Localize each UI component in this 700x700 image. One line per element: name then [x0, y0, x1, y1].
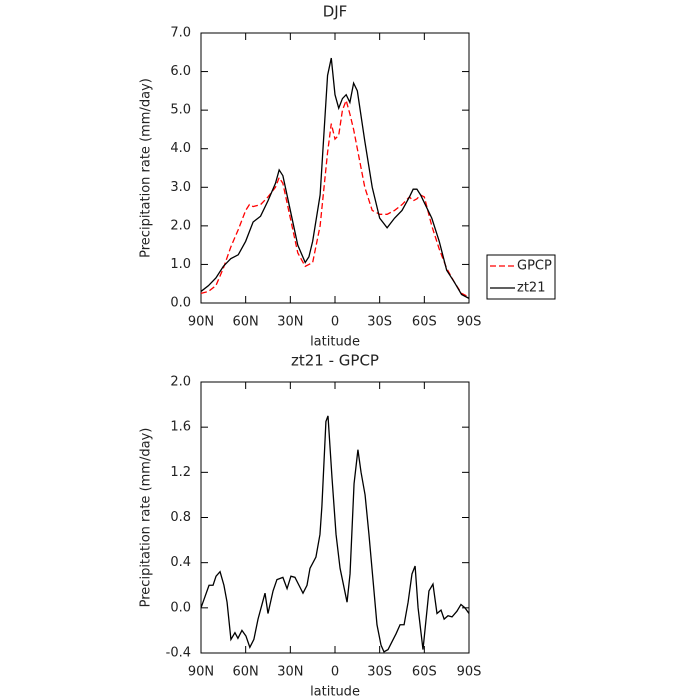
y-tick-label: 0.0: [170, 296, 191, 311]
x-tick-label: 90S: [457, 665, 482, 680]
x-tick-label: 60S: [412, 315, 437, 330]
legend-box: [486, 254, 556, 300]
x-axis-label: latitude: [310, 335, 360, 350]
y-axis-label: Precipitation rate (mm/day): [139, 78, 154, 258]
data-line: [200, 57, 470, 299]
y-tick-label: 5.0: [170, 103, 191, 118]
plot-frame: [200, 32, 470, 304]
x-tick-label: 30N: [277, 665, 303, 680]
x-tick-label: 60S: [412, 665, 437, 680]
x-tick-label: 60N: [233, 315, 259, 330]
y-tick-label: -0.4: [166, 646, 191, 661]
y-tick-label: 7.0: [170, 26, 191, 41]
y-tick-label: 1.0: [170, 257, 191, 272]
legend-label: GPCP: [517, 259, 552, 274]
x-tick-label: 30S: [367, 315, 392, 330]
y-tick-label: 6.0: [170, 64, 191, 79]
y-tick-label: 0.0: [170, 600, 191, 615]
x-tick-label: 60N: [233, 665, 259, 680]
x-tick-label: 90N: [188, 665, 214, 680]
y-tick-label: 1.2: [170, 465, 191, 480]
y-tick-label: 1.6: [170, 420, 191, 435]
x-tick-label: 0: [331, 665, 339, 680]
y-tick-label: 4.0: [170, 141, 191, 156]
x-tick-label: 90N: [188, 315, 214, 330]
plot-frame: [200, 381, 470, 654]
x-tick-label: 90S: [457, 315, 482, 330]
y-tick-label: 2.0: [170, 375, 191, 390]
y-tick-label: 2.0: [170, 218, 191, 233]
y-axis-label: Precipitation rate (mm/day): [139, 428, 154, 608]
chart-title: zt21 - GPCP: [291, 352, 379, 370]
y-tick-label: 0.4: [170, 555, 191, 570]
x-tick-label: 30N: [277, 315, 303, 330]
chart-title: DJF: [323, 3, 348, 21]
y-tick-label: 3.0: [170, 180, 191, 195]
x-tick-label: 30S: [367, 665, 392, 680]
legend-label: zt21: [517, 281, 545, 296]
y-tick-label: 0.8: [170, 510, 191, 525]
data-line: [200, 98, 470, 298]
x-axis-label: latitude: [310, 685, 360, 700]
x-tick-label: 0: [331, 315, 339, 330]
data-line: [200, 415, 470, 653]
